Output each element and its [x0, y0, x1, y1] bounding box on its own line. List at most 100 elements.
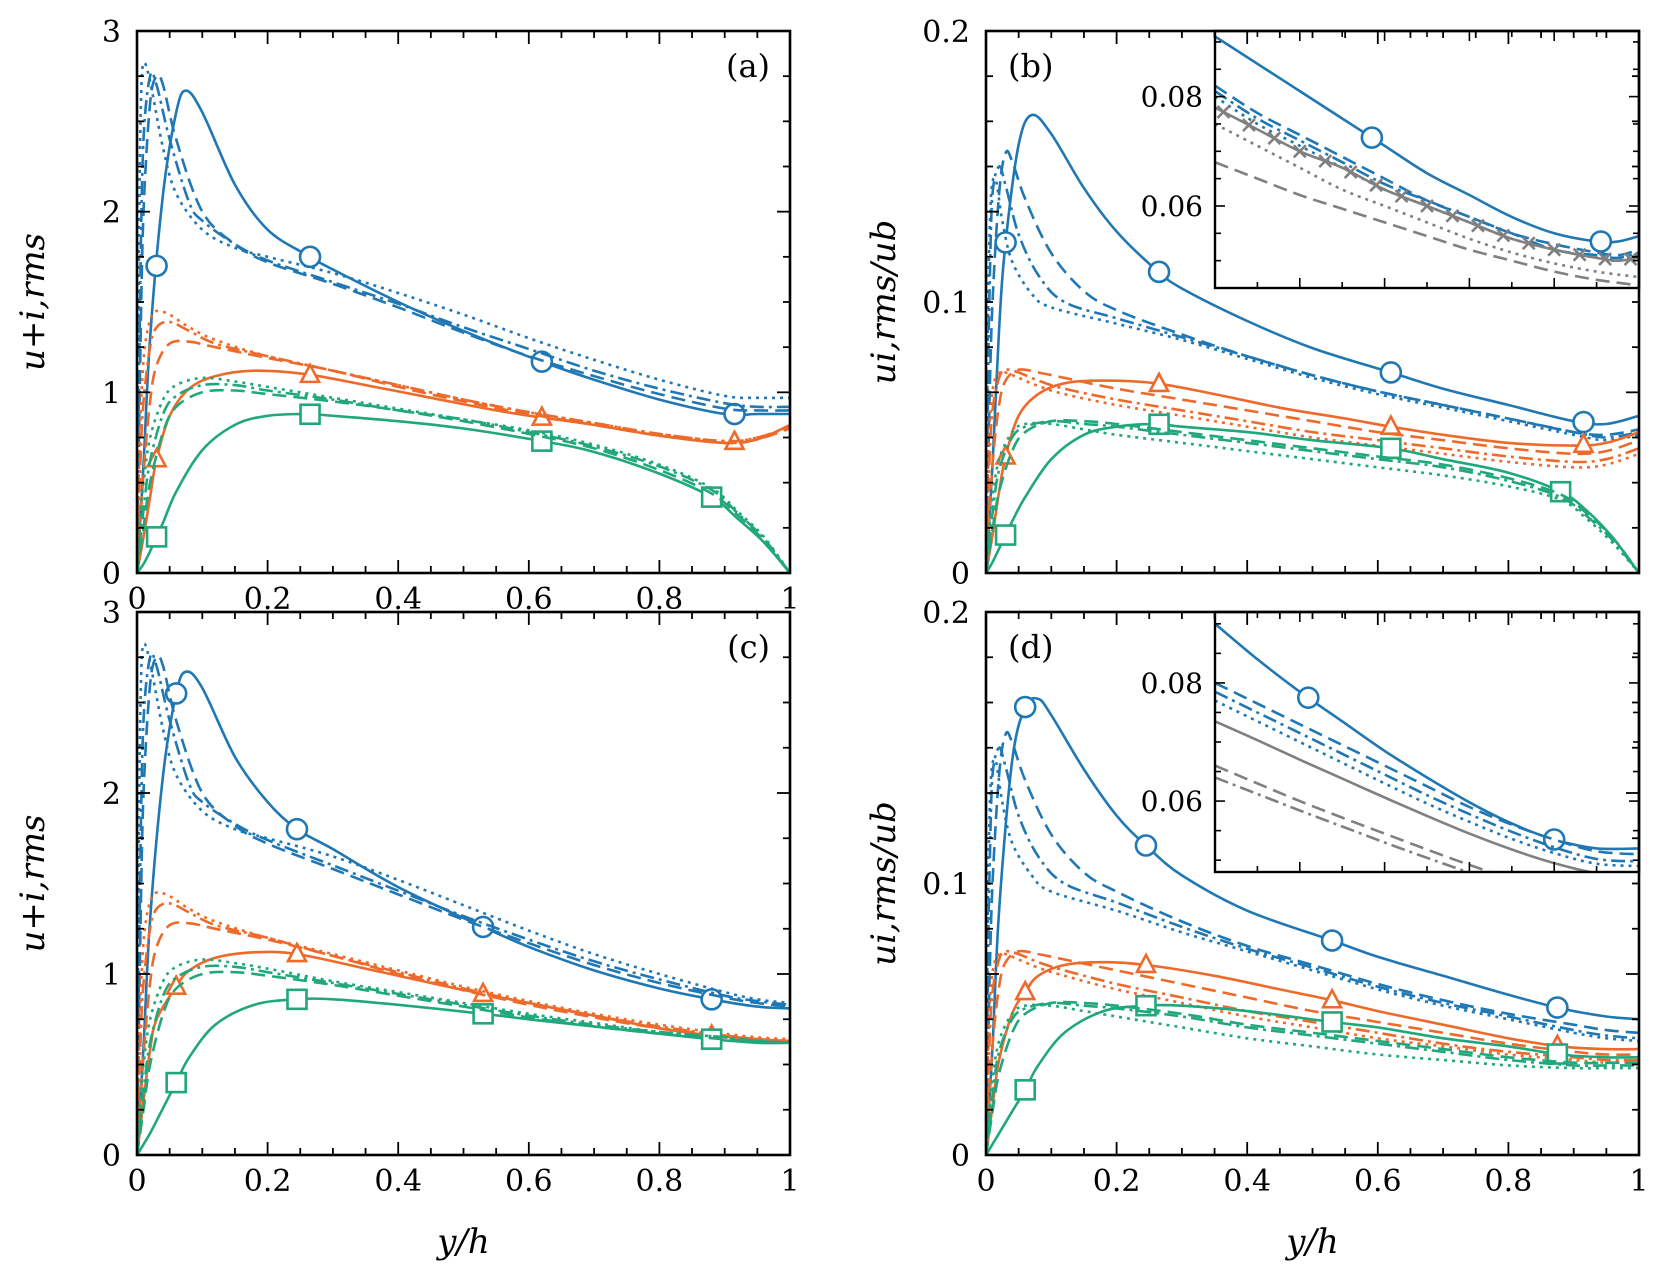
marker-3-0-0	[1013, 695, 1037, 719]
inset-y-tick-label: 0.06	[1141, 785, 1203, 818]
plot-area-1	[986, 113, 1639, 573]
inset-y-tick-label: 0.08	[1141, 81, 1203, 114]
marker-inset-1-4-14	[1572, 247, 1587, 262]
marker-inset-3-0-0	[1296, 686, 1320, 709]
series-line-0-11	[137, 376, 790, 573]
marker-inset-1-4-3	[1292, 144, 1307, 159]
y-tick-label: 0	[102, 557, 121, 592]
series-line-inset-3-3	[1215, 699, 1639, 868]
y-tick-label: 3	[102, 15, 121, 50]
marker-1-0-1	[1147, 260, 1171, 284]
panel-2: 0 0.2 0.4 0.6 0.8 1 0 1 2 3 (c) u+i,rms y/h	[13, 596, 800, 1262]
marker-inset-1-4-10	[1470, 218, 1485, 233]
inset-y-tick-label: 0.08	[1141, 667, 1203, 700]
marker-inset-1-4-7	[1394, 189, 1409, 204]
x-tick-label: 0.6	[1354, 1164, 1402, 1199]
series-markers-inset-1-0	[1360, 126, 1613, 253]
y-tick-label: 1	[102, 376, 121, 411]
y-tick-label: 0.2	[922, 15, 970, 50]
marker-inset-3-0-1	[1542, 828, 1566, 851]
x-tick-label: 0	[976, 1164, 995, 1199]
series-line-2-9	[137, 970, 790, 1155]
plot-area-0	[137, 61, 790, 573]
x-tick-label: 0.8	[636, 1164, 684, 1199]
marker-0-8-0	[145, 526, 168, 548]
series-markers-inset-1-4	[1216, 105, 1638, 266]
series-line-inset-3-6	[1215, 776, 1472, 872]
series-line-3-1	[986, 730, 1639, 1155]
marker-inset-1-4-13	[1547, 242, 1562, 257]
x-tick-label: 0	[127, 582, 146, 617]
y-tick-label: 2	[102, 777, 121, 812]
marker-inset-1-4-6	[1369, 178, 1384, 193]
series-line-inset-1-6	[1215, 160, 1639, 287]
marker-1-8-2	[1380, 437, 1402, 460]
series-markers-2-0	[164, 682, 723, 1011]
series-line-1-2	[986, 165, 1639, 573]
marker-3-4-2	[1320, 987, 1344, 1009]
x-tick-label: 0.2	[1093, 1164, 1141, 1199]
series-line-inset-1-1	[1215, 84, 1639, 257]
panel-label: (b)	[1008, 47, 1053, 85]
marker-3-0-3	[1546, 996, 1569, 1019]
y-tick-label: 0	[951, 1139, 970, 1174]
series-markers-3-0	[1013, 695, 1569, 1019]
series-line-3-11	[986, 1003, 1639, 1155]
x-tick-label: 0	[127, 1164, 146, 1199]
panel-1: 0.06 0.08 0 0.1 0.2 (b) ui,rms/ub	[864, 15, 1641, 592]
y-tick-label: 0	[102, 1139, 121, 1174]
series-line-2-2	[137, 652, 790, 1155]
series-markers-inset-3-0	[1296, 686, 1566, 851]
marker-inset-1-4-12	[1521, 236, 1536, 251]
panel-label: (d)	[1008, 628, 1053, 666]
inset-y-tick-label: 0.06	[1141, 190, 1203, 223]
panel-3: 0.06 0.08 0 0.2 0.4 0.6 0.8 1 0 0.1 0.2 (d) ui,rms/u…	[864, 596, 1649, 1262]
y-axis-label: ui,rms/ub	[864, 801, 904, 966]
series-line-inset-1-5	[1215, 122, 1639, 279]
series-line-0-1	[137, 73, 790, 573]
y-tick-label: 3	[102, 596, 121, 631]
inset-background-1	[1215, 31, 1639, 288]
marker-2-8-0	[165, 1071, 187, 1094]
marker-inset-1-4-8	[1420, 199, 1434, 213]
marker-1-0-0	[994, 231, 1017, 254]
marker-inset-1-4-11	[1496, 228, 1511, 243]
series-line-3-8	[986, 1003, 1639, 1155]
series-line-3-4	[986, 960, 1639, 1155]
series-line-0-6	[137, 320, 790, 573]
series-line-2-0	[137, 670, 790, 1155]
marker-3-8-3	[1546, 1043, 1569, 1065]
series-line-inset-1-4	[1215, 106, 1639, 263]
inset-3: 0.06 0.08	[1141, 610, 1641, 874]
x-tick-label: 0.4	[374, 1164, 422, 1199]
marker-inset-1-4-9	[1445, 208, 1460, 223]
series-line-0-3	[137, 61, 790, 573]
axes-frame-2	[135, 610, 792, 1157]
marker-3-8-0	[1014, 1079, 1036, 1101]
y-axis-label: ui,rms/ub	[864, 220, 904, 385]
series-line-inset-3-2	[1215, 690, 1639, 863]
marker-3-0-1	[1134, 834, 1158, 857]
series-line-3-2	[986, 746, 1639, 1155]
series-line-2-3	[137, 642, 790, 1155]
series-markers-1-0	[994, 231, 1595, 434]
series-markers-3-4	[1014, 952, 1569, 1055]
plot-area-2	[137, 642, 790, 1155]
marker-1-4-1	[1147, 371, 1171, 393]
series-line-1-10	[986, 419, 1639, 573]
marker-2-0-0	[164, 682, 188, 705]
x-axis-label: y/h	[1284, 1222, 1339, 1262]
y-tick-label: 0.2	[922, 596, 970, 631]
series-line-3-0	[986, 696, 1639, 1155]
x-tick-label: 1	[780, 582, 799, 617]
series-markers-0-4	[145, 362, 746, 468]
x-tick-label: 1	[1629, 1164, 1648, 1199]
marker-3-4-1	[1134, 952, 1158, 974]
marker-inset-1-4-16	[1623, 252, 1638, 266]
marker-0-8-1	[299, 403, 321, 426]
marker-inset-1-4-1	[1242, 118, 1256, 132]
marker-3-4-0	[1014, 979, 1037, 1001]
series-line-2-10	[137, 964, 790, 1155]
